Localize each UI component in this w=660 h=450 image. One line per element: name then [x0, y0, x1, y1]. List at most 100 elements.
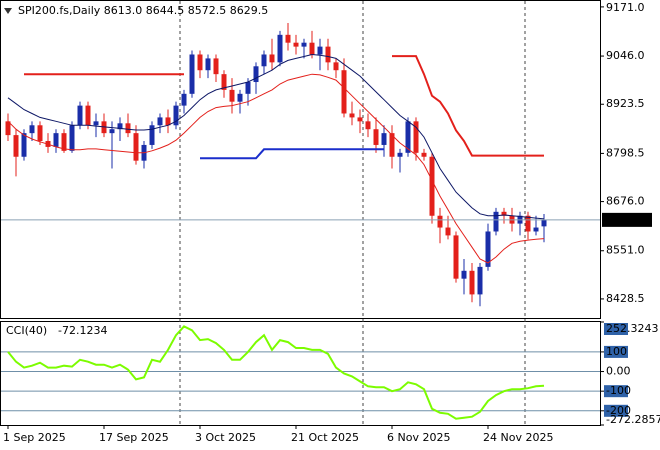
collapse-icon	[4, 8, 12, 14]
candle-body	[197, 54, 203, 71]
candle-body	[437, 215, 443, 228]
y-tick-label: 9046.0	[606, 49, 645, 62]
candle-body	[333, 62, 339, 71]
y-tick-label: -200	[606, 404, 631, 417]
x-tick-label: 17 Sep 2025	[99, 431, 169, 444]
line	[7, 73, 545, 264]
candle-body	[157, 117, 163, 126]
candle-body	[269, 54, 275, 63]
y-tick-label: 0.00	[606, 365, 631, 378]
candle-body	[541, 219, 547, 227]
indicator-title: CCI(40)	[6, 324, 47, 337]
tick-label-box	[604, 404, 628, 417]
y-tick-label: 8428.5	[606, 292, 645, 305]
candle-body	[61, 133, 67, 151]
x-tick-label: 6 Nov 2025	[387, 431, 450, 444]
chart-title: SPI200.fs,Daily 8613.0 8644.5 8572.5 862…	[18, 4, 268, 17]
candle-body	[21, 133, 27, 157]
candle-body	[53, 133, 59, 147]
candle-body	[317, 46, 323, 55]
x-tick-label: 21 Oct 2025	[291, 431, 359, 444]
line	[7, 325, 545, 420]
y-tick-label: 100	[606, 345, 627, 358]
candle-body	[325, 46, 331, 63]
candle-body	[213, 58, 219, 75]
candle-body	[85, 105, 91, 126]
candle-body	[485, 231, 491, 267]
x-tick-label: 24 Nov 2025	[483, 431, 553, 444]
price-panel	[0, 0, 601, 319]
last-price-label: 8629.5	[607, 213, 646, 226]
candle-body	[29, 125, 35, 134]
candle-body	[429, 156, 435, 216]
candle-body	[261, 54, 267, 67]
y-tick-label: 8798.5	[606, 146, 645, 159]
y-tick-label: 252.3243	[606, 322, 659, 335]
candle-body	[237, 93, 243, 102]
tick-label-box	[604, 323, 628, 335]
candle-body	[461, 270, 467, 279]
y-tick-label: -272.2857	[606, 413, 660, 426]
candle-body	[501, 211, 507, 216]
candle-body	[229, 89, 235, 102]
tick-label-box	[604, 345, 628, 358]
candle-body	[477, 266, 483, 295]
x-tick-label: 3 Oct 2025	[195, 431, 256, 444]
cci-panel	[0, 321, 601, 426]
candle-body	[309, 42, 315, 55]
x-tick-label: 1 Sep 2025	[3, 431, 66, 444]
candle-body	[373, 129, 379, 145]
candle-body	[533, 227, 539, 232]
candle-body	[221, 74, 227, 90]
y-tick-label: -100	[606, 384, 631, 397]
candle-body	[469, 270, 475, 295]
candle-body	[493, 211, 499, 232]
candle-body	[133, 133, 139, 161]
line	[200, 148, 384, 160]
candle-body	[413, 121, 419, 153]
line	[24, 55, 544, 157]
candle-body	[397, 152, 403, 157]
candle-body	[165, 117, 171, 126]
last-price-box	[602, 212, 652, 227]
candle-body	[69, 125, 75, 151]
candle-body	[405, 121, 411, 153]
candle-body	[285, 34, 291, 43]
candle-body	[301, 42, 307, 47]
candle-body	[117, 123, 123, 130]
tick-label-box	[604, 385, 628, 398]
candle-body	[189, 54, 195, 94]
candle-body	[93, 121, 99, 126]
candle-body	[77, 105, 83, 126]
candle-body	[109, 129, 115, 134]
y-tick-label: 8923.5	[606, 97, 645, 110]
candle-body	[453, 235, 459, 279]
y-tick-label: 9171.0	[606, 1, 645, 14]
y-tick-label: 8551.0	[606, 244, 645, 257]
candle-body	[205, 58, 211, 71]
candle-body	[5, 121, 11, 136]
candle-body	[253, 66, 259, 83]
candle-body	[421, 152, 427, 157]
candle-body	[389, 133, 395, 157]
candle-body	[37, 125, 43, 142]
candle-body	[525, 215, 531, 232]
candle-body	[341, 70, 347, 114]
candle-body	[381, 133, 387, 145]
candle-body	[173, 105, 179, 126]
candle-body	[125, 123, 131, 134]
period-separators	[179, 1, 526, 425]
candle-body	[445, 227, 451, 236]
candle-body	[365, 121, 371, 130]
candle-body	[245, 82, 251, 94]
candle-body	[181, 93, 187, 106]
candle-body	[149, 125, 155, 145]
indicator-value: -72.1234	[58, 324, 107, 337]
y-tick-label: 8676.0	[606, 195, 645, 208]
candle-body	[293, 42, 299, 47]
candle-body	[277, 34, 283, 63]
candle-body	[13, 135, 19, 157]
candle-body	[349, 113, 355, 118]
